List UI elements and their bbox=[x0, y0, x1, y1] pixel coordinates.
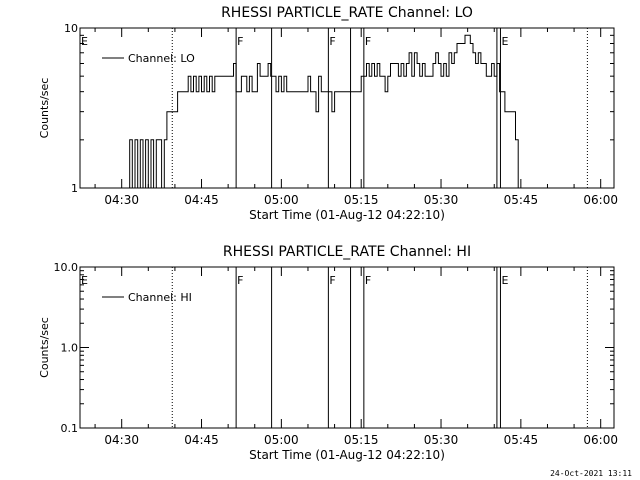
legend-label: Channel: HI bbox=[128, 291, 192, 304]
event-marker-label: F bbox=[237, 35, 243, 48]
y-tick-label: 10.0 bbox=[54, 261, 79, 274]
y-axis-label: Counts/sec bbox=[38, 317, 51, 378]
legend-label: Channel: LO bbox=[128, 52, 195, 65]
x-axis-label: Start Time (01-Aug-12 04:22:10) bbox=[249, 208, 445, 222]
event-marker-label: F bbox=[329, 35, 335, 48]
x-tick-label: 05:00 bbox=[264, 433, 299, 447]
x-tick-label: 06:00 bbox=[583, 193, 618, 207]
x-tick-label: 05:30 bbox=[424, 193, 459, 207]
x-tick-label: 04:45 bbox=[184, 193, 219, 207]
x-tick-label: 05:15 bbox=[344, 433, 379, 447]
x-tick-label: 04:30 bbox=[104, 193, 139, 207]
x-tick-label: 05:30 bbox=[424, 433, 459, 447]
event-marker-label: E bbox=[81, 274, 88, 287]
x-axis-label: Start Time (01-Aug-12 04:22:10) bbox=[249, 448, 445, 462]
x-tick-label: 06:00 bbox=[583, 433, 618, 447]
event-marker-label: F bbox=[365, 274, 371, 287]
event-marker-label: E bbox=[501, 35, 508, 48]
y-tick-label: 1.0 bbox=[61, 342, 79, 355]
plot-timestamp: 24-Oct-2021 13:11 bbox=[550, 469, 632, 478]
x-tick-label: 05:00 bbox=[264, 193, 299, 207]
y-tick-label: 0.1 bbox=[61, 422, 79, 435]
y-tick-label: 1 bbox=[71, 182, 78, 195]
chart-panel-1: RHESSI PARTICLE_RATE Channel: LO Start Ti… bbox=[38, 5, 618, 222]
series-line bbox=[127, 34, 523, 189]
x-tick-label: 05:45 bbox=[504, 433, 539, 447]
x-tick-label: 04:45 bbox=[184, 433, 219, 447]
event-marker-label: E bbox=[81, 35, 88, 48]
y-axis-label: Counts/sec bbox=[38, 78, 51, 139]
x-tick-label: 05:15 bbox=[344, 193, 379, 207]
event-marker-label: F bbox=[329, 274, 335, 287]
event-marker-label: F bbox=[237, 274, 243, 287]
chart-title: RHESSI PARTICLE_RATE Channel: HI bbox=[223, 244, 471, 260]
chart-title: RHESSI PARTICLE_RATE Channel: LO bbox=[221, 5, 473, 21]
chart-panel-2: RHESSI PARTICLE_RATE Channel: HI Start Ti… bbox=[38, 244, 618, 462]
plot-frame bbox=[79, 27, 615, 189]
x-tick-label: 05:45 bbox=[504, 193, 539, 207]
event-marker-label: E bbox=[501, 274, 508, 287]
y-tick-label: 10 bbox=[64, 22, 78, 35]
event-marker-label: F bbox=[365, 35, 371, 48]
x-tick-label: 04:30 bbox=[104, 433, 139, 447]
